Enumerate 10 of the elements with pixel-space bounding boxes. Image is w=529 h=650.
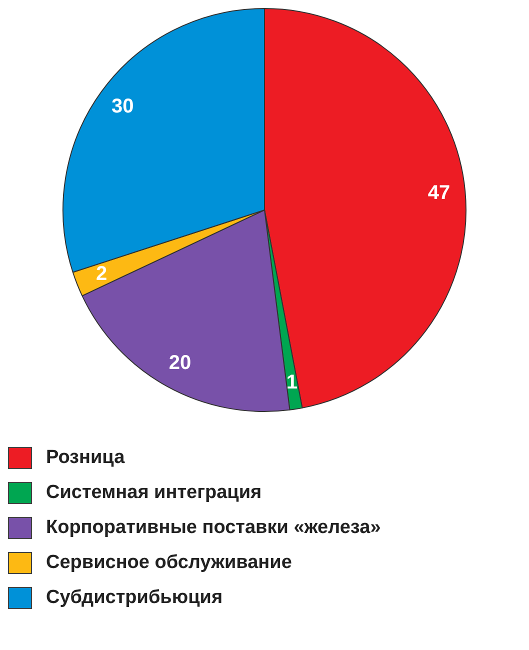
data-label: 20 bbox=[168, 352, 192, 374]
legend-label: Субдистрибьюция bbox=[46, 586, 223, 608]
legend-label: Розница bbox=[46, 446, 125, 468]
legend-label: Системная интеграция bbox=[46, 482, 262, 504]
legend-label: Сервисное обслуживание bbox=[46, 552, 292, 574]
data-label: 1 bbox=[286, 372, 298, 394]
data-label: 30 bbox=[112, 95, 134, 118]
legend-label: Корпоративные поставки «железа» bbox=[46, 516, 381, 538]
data-label: 47 bbox=[428, 182, 450, 204]
data-label: 2 bbox=[96, 263, 108, 286]
